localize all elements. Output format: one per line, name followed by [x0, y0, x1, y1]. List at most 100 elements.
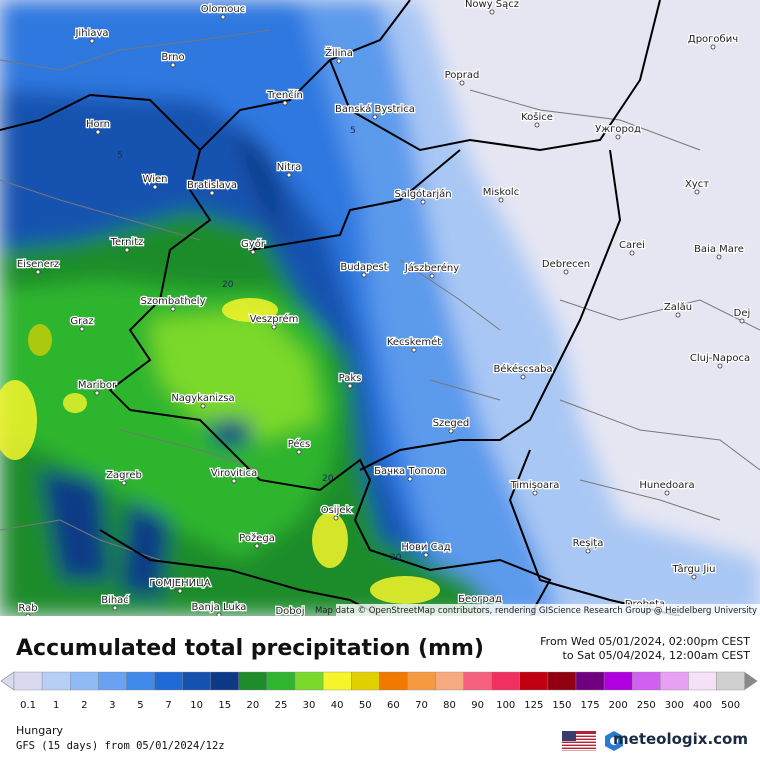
city-label: Nagykanizsa [171, 393, 234, 404]
city-dot [94, 390, 100, 396]
legend-swatch [603, 671, 633, 691]
city-dot [563, 269, 569, 275]
city-label: Eisenerz [17, 259, 59, 270]
legend-swatch [688, 671, 717, 691]
legend-label: 250 [637, 700, 656, 711]
city-label: Nitra [277, 162, 301, 173]
city-label: Banská Bystrica [335, 103, 415, 115]
city-label: Žilina [325, 46, 353, 59]
city-dot [95, 129, 101, 135]
legend-label: 2 [81, 700, 87, 711]
city-label: Нови Сад [401, 542, 450, 553]
city-label: Košice [521, 111, 553, 123]
city-label: Ужгород [595, 124, 641, 135]
city-dot [347, 383, 353, 389]
contour-label: 5 [350, 126, 356, 136]
city-label: Virovitica [211, 468, 257, 479]
city-label: Baia Mare [694, 244, 744, 255]
city-dot [498, 197, 504, 203]
city-dot [407, 476, 413, 482]
city-dot [710, 44, 716, 50]
city-label: Ternitz [110, 237, 144, 248]
city-label: Београд [458, 594, 502, 605]
legend-label: 90 [471, 700, 484, 711]
city-dot [250, 249, 256, 255]
city-label: Trenčín [266, 89, 303, 101]
legend-label: 7 [165, 700, 171, 711]
city-dot [675, 312, 681, 318]
city-dot [79, 326, 85, 332]
city-label: Хуст [685, 179, 709, 190]
city-dot [585, 548, 591, 554]
legend-label: 10 [190, 700, 203, 711]
legend-label: 5 [137, 700, 143, 711]
legend-swatch [182, 671, 211, 691]
legend-label: 125 [524, 700, 543, 711]
legend-swatch [379, 671, 408, 691]
city-label: Timișoara [510, 480, 560, 491]
legend-swatch [294, 671, 324, 691]
legend-swatch [266, 671, 296, 691]
city-dot [220, 14, 226, 20]
legend-swatch [463, 671, 492, 691]
city-dot [336, 58, 342, 64]
city-label: Târgu Jiu [672, 563, 716, 575]
date-to: to Sat 05/04/2024, 12:00am CEST [562, 649, 750, 662]
legend-swatch [210, 671, 239, 691]
us-flag[interactable] [562, 731, 596, 751]
legend-label: 80 [443, 700, 456, 711]
city-dot [254, 543, 260, 549]
city-dot [532, 490, 538, 496]
city-dot [124, 247, 130, 253]
attribution: Map data © OpenStreetMap contributors, r… [315, 606, 757, 616]
city-dot [170, 62, 176, 68]
city-dot [200, 403, 206, 409]
legend-swatch [491, 671, 521, 691]
legend-label: 175 [581, 700, 600, 711]
legend-swatch [435, 671, 464, 691]
city-label: Jászberény [404, 262, 459, 274]
logo[interactable]: meteologix.com [613, 730, 748, 748]
legend-label: 0.1 [20, 700, 36, 711]
legend-swatch [322, 671, 352, 691]
city-label: Kecskemét [387, 336, 441, 348]
city-label: Zalău [664, 302, 692, 313]
city-dot [629, 250, 635, 256]
city-dot [520, 374, 526, 380]
city-dot [170, 306, 176, 312]
legend-swatch [575, 671, 605, 691]
legend-label: 400 [693, 700, 712, 711]
city-label: Bihać [101, 594, 129, 606]
legend-label: 100 [496, 700, 515, 711]
city-label: Budapest [340, 262, 387, 273]
contour-label: 20 [322, 474, 334, 484]
city-label: Brno [161, 52, 184, 63]
city-label: Hunedoara [639, 480, 694, 491]
legend-swatch [660, 671, 689, 691]
city-dot [372, 114, 378, 120]
city-dot [231, 478, 237, 484]
city-label: Békéscsaba [493, 363, 552, 375]
city-dot [112, 605, 118, 611]
city-label: Zagreb [106, 470, 142, 481]
city-dot [420, 199, 426, 205]
city-dot [694, 189, 700, 195]
city-label: Dej [734, 308, 751, 319]
city-dot [35, 269, 41, 275]
date-from: From Wed 05/01/2024, 02:00pm CEST [540, 635, 750, 648]
legend-label: 50 [359, 700, 372, 711]
legend-label: 40 [331, 700, 344, 711]
legend-swatch [69, 671, 99, 691]
legend-label: 60 [387, 700, 400, 711]
city-label: Pécs [288, 438, 311, 450]
city-label: Cluj-Napoca [690, 353, 750, 364]
city-dot [177, 588, 183, 594]
city-dot [489, 9, 495, 15]
legend-swatch [154, 671, 183, 691]
city-dot [664, 490, 670, 496]
city-label: Osijek [321, 505, 352, 516]
legend-label: 20 [246, 700, 259, 711]
city-dot [286, 172, 292, 178]
city-label: Olomouc [201, 4, 245, 15]
city-dot [423, 552, 429, 558]
